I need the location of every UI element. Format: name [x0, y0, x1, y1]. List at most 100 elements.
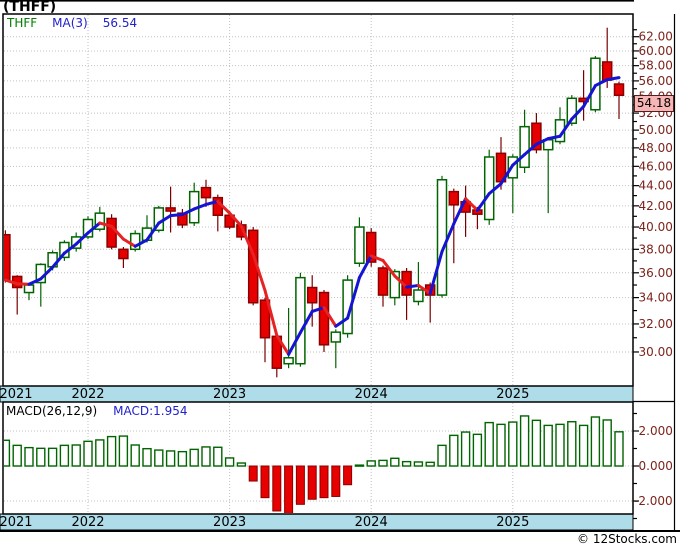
- macd-bar: [543, 424, 553, 467]
- ma-segment: [263, 288, 279, 337]
- candle-body: [23, 284, 35, 294]
- candle-body: [413, 289, 424, 303]
- candle-body: [354, 226, 365, 264]
- macd-bar: [602, 419, 612, 467]
- ma-segment: [216, 199, 232, 215]
- macd-bar: [590, 416, 601, 467]
- macd-histogram: [4, 415, 624, 513]
- ma-segment: [145, 221, 161, 242]
- candle-body: [259, 299, 271, 339]
- ma-segment: [511, 153, 527, 167]
- price-axis-label: 56.00: [639, 74, 673, 88]
- ma-segment: [39, 265, 55, 281]
- macd-bar: [95, 439, 105, 467]
- macd-bar: [343, 465, 353, 486]
- candle-body: [448, 190, 460, 206]
- price-axis-label: 30.00: [639, 345, 673, 359]
- candle-body: [601, 61, 613, 81]
- page-title: (THFF): [3, 0, 57, 15]
- ma-segment: [51, 251, 66, 269]
- ma-segment: [275, 333, 291, 356]
- ma-segment: [334, 316, 350, 328]
- year-label: 2022: [71, 515, 104, 530]
- ma-segment: [98, 221, 114, 228]
- macd-bar: [47, 447, 58, 467]
- ma-segment: [357, 254, 373, 280]
- price-chart-legend: THFF MA(3) 56.54: [7, 16, 137, 30]
- ma-segment: [346, 276, 361, 320]
- ma-segment: [369, 254, 385, 263]
- macd-bar: [248, 465, 258, 482]
- ma-segment: [558, 117, 574, 138]
- legend-ma-label: MA(3): [52, 16, 88, 30]
- candle-body: [531, 122, 542, 151]
- ma-segment: [298, 309, 314, 335]
- macd-value: MACD:1.954: [113, 404, 188, 418]
- macd-bar: [413, 461, 424, 467]
- macd-bar: [354, 464, 365, 467]
- candle-body: [94, 212, 106, 230]
- macd-bar: [189, 448, 199, 467]
- macd-bar: [24, 446, 34, 467]
- ma-segment: [523, 142, 538, 157]
- macd-bar: [307, 465, 317, 500]
- ma-segment: [239, 224, 255, 256]
- macd-bar: [36, 447, 46, 467]
- macd-bar: [130, 444, 140, 467]
- macd-bar: [295, 465, 305, 505]
- macd-axis-label: 0.000: [639, 459, 673, 473]
- macd-bar: [12, 444, 22, 467]
- year-labels: 2021 2021 2022 2022 2023 2023 2024 2024 2025 2025: [0, 387, 529, 530]
- candle-body: [483, 156, 495, 221]
- ma-segment: [169, 213, 184, 218]
- macd-bar: [390, 457, 400, 467]
- macd-bar: [106, 435, 117, 467]
- macd-bar: [519, 415, 530, 467]
- macd-bar: [460, 431, 471, 467]
- ma-segment: [570, 104, 586, 121]
- price-axis-label: 40.00: [639, 220, 673, 234]
- ma-segment: [204, 199, 220, 206]
- year-label: 2023: [213, 515, 246, 530]
- price-axis-label: 50.00: [639, 123, 673, 137]
- price-axis-label: 36.00: [639, 266, 673, 280]
- ma-segment: [121, 237, 137, 248]
- macd-bar: [260, 465, 270, 499]
- candle-body: [306, 286, 318, 304]
- price-axis-label: 38.00: [639, 242, 673, 256]
- ma-segment: [475, 192, 491, 212]
- macd-bar: [165, 450, 176, 467]
- candle-body: [106, 217, 117, 248]
- ma-segment: [464, 197, 479, 212]
- ma-segment: [133, 238, 149, 248]
- candle-body: [318, 291, 330, 346]
- price-axis-label: 58.00: [639, 59, 673, 73]
- ma-segment: [534, 137, 550, 146]
- price-axis-label: 48.00: [639, 141, 673, 155]
- macd-label: MACD(26,12,9): [6, 404, 98, 418]
- macd-bar: [201, 446, 211, 467]
- macd-axis-label: 2.000: [639, 424, 673, 438]
- ma-segment: [582, 84, 597, 108]
- candle-body: [566, 97, 578, 124]
- price-axis-label: 46.00: [639, 159, 673, 173]
- price-axis-label: 42.00: [639, 199, 673, 213]
- macd-axis-label: -2.000: [634, 494, 673, 508]
- macd-bar: [425, 461, 435, 467]
- macd-bar: [59, 444, 70, 467]
- macd-bar: [401, 460, 412, 467]
- candle-body: [165, 207, 176, 212]
- ma-segment: [180, 207, 196, 217]
- macd-bar: [319, 465, 329, 499]
- macd-bar: [177, 450, 188, 467]
- candle-body: [283, 357, 294, 365]
- macd-bar: [142, 447, 152, 467]
- ma-segment: [86, 221, 102, 235]
- macd-bar: [224, 457, 235, 467]
- macd-bar: [213, 446, 223, 467]
- bottom-border: [0, 530, 680, 532]
- ma-line: [4, 76, 621, 356]
- ma-segment: [440, 222, 456, 254]
- ma-segment: [405, 283, 420, 289]
- price-axis-label: 62.00: [639, 30, 673, 44]
